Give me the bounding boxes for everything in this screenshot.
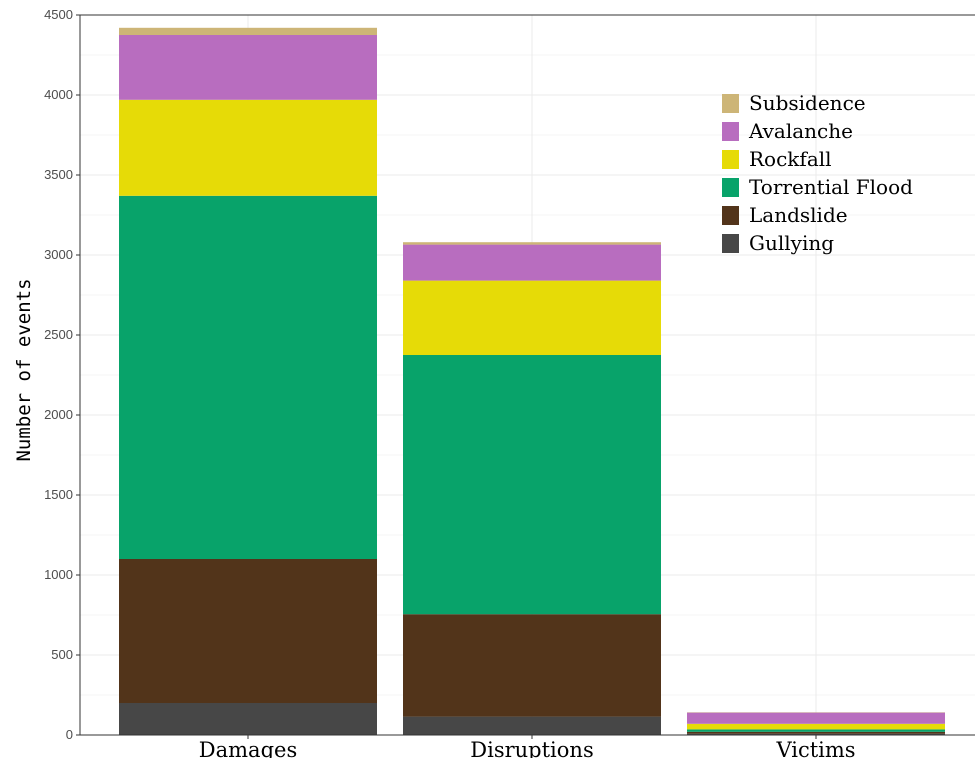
bar-segment-damages-landslide xyxy=(119,559,377,703)
y-tick-label: 0 xyxy=(66,727,73,742)
y-tick-label: 1500 xyxy=(44,487,73,502)
y-tick-label: 2500 xyxy=(44,327,73,342)
legend-swatch-torrential-flood xyxy=(722,178,739,197)
legend-swatch-subsidence xyxy=(722,94,739,113)
y-tick-label: 1000 xyxy=(44,567,73,582)
bar-segment-victims-landslide xyxy=(687,731,945,734)
bar-segment-damages-avalanche xyxy=(119,35,377,100)
bar-segment-disruptions-torrential-flood xyxy=(403,355,661,615)
bar-segment-damages-subsidence xyxy=(119,27,377,35)
bar-segment-damages-gullying xyxy=(119,703,377,735)
legend-swatch-landslide xyxy=(722,206,739,225)
legend-label-gullying: Gullying xyxy=(749,231,834,255)
legend-swatch-gullying xyxy=(722,234,739,253)
bar-segment-disruptions-subsidence xyxy=(403,242,661,245)
y-tick-label: 3000 xyxy=(44,247,73,262)
y-tick-label: 500 xyxy=(51,647,73,662)
legend-label-avalanche: Avalanche xyxy=(748,119,853,143)
bar-segment-damages-rockfall xyxy=(119,99,377,196)
legend-label-rockfall: Rockfall xyxy=(749,147,832,171)
legend: Subsidence Avalanche Rockfall Torrential Fl… xyxy=(722,91,913,255)
y-axis-label: Number of events xyxy=(13,278,35,461)
x-tick-label-victims: Victims xyxy=(775,738,855,758)
x-tick-label-disruptions: Disruptions xyxy=(470,738,593,758)
bar-segment-disruptions-avalanche xyxy=(403,244,661,281)
y-tick-label: 2000 xyxy=(44,407,73,422)
legend-swatch-avalanche xyxy=(722,122,739,141)
legend-label-torrential-flood: Torrential Flood xyxy=(749,175,913,199)
legend-swatch-rockfall xyxy=(722,150,739,169)
legend-label-subsidence: Subsidence xyxy=(749,91,866,115)
bar-segment-victims-gullying xyxy=(687,733,945,735)
x-axis-ticks: Damages Disruptions Victims xyxy=(199,735,856,758)
bars xyxy=(119,27,945,735)
x-tick-label-damages: Damages xyxy=(199,738,297,758)
y-tick-label: 3500 xyxy=(44,167,73,182)
y-tick-label: 4000 xyxy=(44,87,73,102)
bar-segment-disruptions-rockfall xyxy=(403,280,661,355)
bar-segment-disruptions-gullying xyxy=(403,716,661,735)
bar-segment-victims-torrential-flood xyxy=(687,729,945,732)
y-tick-label: 4500 xyxy=(44,7,73,22)
legend-label-landslide: Landslide xyxy=(749,203,848,227)
bar-segment-victims-avalanche xyxy=(687,712,945,724)
bar-segment-disruptions-landslide xyxy=(403,614,661,717)
y-axis-ticks: 0 500 1000 1500 2000 2500 3000 3500 4000 4500 xyxy=(44,7,80,742)
bar-segment-damages-torrential-flood xyxy=(119,195,377,560)
bar-segment-victims-rockfall xyxy=(687,723,945,730)
